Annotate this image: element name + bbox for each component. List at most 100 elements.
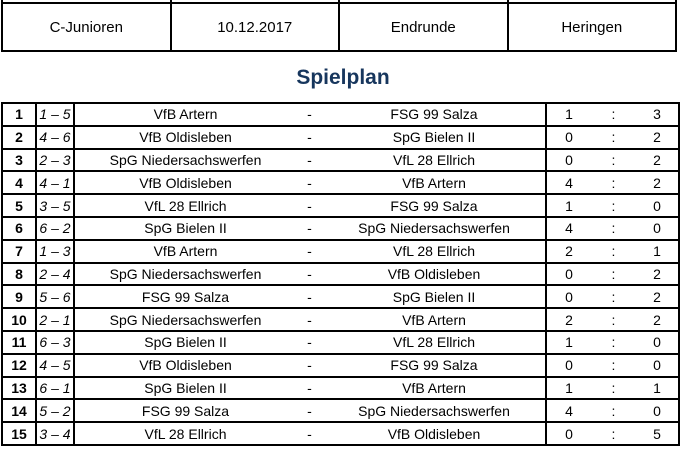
away-score-cell: 2 xyxy=(636,170,680,196)
pairing-cell: 3 – 5 xyxy=(36,193,75,218)
match-number-cell: 13 xyxy=(1,375,37,401)
match-number-cell: 9 xyxy=(1,284,37,310)
score-colon-cell: : xyxy=(591,193,636,218)
score-colon-cell: : xyxy=(591,261,636,287)
page-title: Spielplan xyxy=(296,66,390,89)
match-number-cell: 5 xyxy=(1,193,37,218)
away-score-cell: 1 xyxy=(636,375,680,401)
home-score-cell: 0 xyxy=(546,284,591,310)
score-colon-cell: : xyxy=(591,329,636,355)
team-separator-cell: - xyxy=(296,284,323,310)
away-score-cell: 2 xyxy=(636,147,680,173)
age-group-cell: C-Junioren xyxy=(1,2,172,52)
cropped-cell xyxy=(169,0,340,4)
match-row: 13 6 – 1 SpG Bielen II - VfB Artern 1 : … xyxy=(1,375,680,401)
away-team-cell: VfB Artern xyxy=(323,375,547,401)
home-score-cell: 1 xyxy=(546,329,591,355)
home-score-cell: 0 xyxy=(546,147,591,173)
home-team-cell: VfB Oldisleben xyxy=(74,124,296,150)
team-separator-cell: - xyxy=(296,238,323,264)
away-team-cell: SpG Niedersachswerfen xyxy=(323,215,547,241)
score-colon-cell: : xyxy=(591,307,636,332)
match-row: 6 6 – 2 SpG Bielen II - SpG Niedersachsw… xyxy=(1,215,680,241)
away-team-cell: SpG Bielen II xyxy=(323,284,547,310)
match-row: 1 1 – 5 VfB Artern - FSG 99 Salza 1 : 3 xyxy=(1,102,680,127)
away-team-cell: VfL 28 Ellrich xyxy=(323,238,547,264)
match-number-cell: 2 xyxy=(1,124,37,150)
match-row: 12 4 – 5 VfB Oldisleben - FSG 99 Salza 0… xyxy=(1,352,680,378)
home-score-cell: 0 xyxy=(546,261,591,287)
cropped-row-fragment xyxy=(1,0,677,4)
score-colon-cell: : xyxy=(591,375,636,401)
pairing-cell: 6 – 2 xyxy=(36,215,75,241)
home-team-cell: SpG Niedersachswerfen xyxy=(74,261,296,287)
match-number-cell: 1 xyxy=(1,102,37,127)
away-score-cell: 0 xyxy=(636,329,680,355)
match-number-cell: 14 xyxy=(1,398,37,424)
away-score-cell: 0 xyxy=(636,398,680,424)
away-team-cell: VfB Artern xyxy=(323,307,547,332)
home-team-cell: SpG Niedersachswerfen xyxy=(74,147,296,173)
match-number-cell: 8 xyxy=(1,261,37,287)
pairing-cell: 2 – 1 xyxy=(36,307,75,332)
team-separator-cell: - xyxy=(296,102,323,127)
home-score-cell: 2 xyxy=(546,238,591,264)
date-cell: 10.12.2017 xyxy=(169,2,340,52)
team-separator-cell: - xyxy=(296,375,323,401)
pairing-cell: 4 – 5 xyxy=(36,352,75,378)
match-row: 8 2 – 4 SpG Niedersachswerfen - VfB Oldi… xyxy=(1,261,680,287)
team-separator-cell: - xyxy=(296,124,323,150)
score-colon-cell: : xyxy=(591,147,636,173)
match-number-cell: 4 xyxy=(1,170,37,196)
away-team-cell: FSG 99 Salza xyxy=(323,193,547,218)
pairing-cell: 4 – 6 xyxy=(36,124,75,150)
away-score-cell: 0 xyxy=(636,193,680,218)
match-number-cell: 7 xyxy=(1,238,37,264)
score-colon-cell: : xyxy=(591,170,636,196)
away-score-cell: 2 xyxy=(636,307,680,332)
home-team-cell: VfL 28 Ellrich xyxy=(74,421,296,446)
match-row: 11 6 – 3 SpG Bielen II - VfL 28 Ellrich … xyxy=(1,329,680,355)
round-cell: Endrunde xyxy=(338,2,509,52)
away-team-cell: VfB Oldisleben xyxy=(323,261,547,287)
pairing-cell: 2 – 3 xyxy=(36,147,75,173)
away-team-cell: FSG 99 Salza xyxy=(323,352,547,378)
match-number-cell: 12 xyxy=(1,352,37,378)
away-team-cell: SpG Bielen II xyxy=(323,124,547,150)
pairing-cell: 1 – 3 xyxy=(36,238,75,264)
location-cell: Heringen xyxy=(506,2,677,52)
home-score-cell: 4 xyxy=(546,398,591,424)
match-row: 15 3 – 4 VfL 28 Ellrich - VfB Oldisleben… xyxy=(1,421,680,446)
away-team-cell: FSG 99 Salza xyxy=(323,102,547,127)
score-colon-cell: : xyxy=(591,102,636,127)
home-team-cell: SpG Niedersachswerfen xyxy=(74,307,296,332)
match-row: 2 4 – 6 VfB Oldisleben - SpG Bielen II 0… xyxy=(1,124,680,150)
away-score-cell: 2 xyxy=(636,261,680,287)
match-number-cell: 3 xyxy=(1,147,37,173)
team-separator-cell: - xyxy=(296,398,323,424)
home-team-cell: SpG Bielen II xyxy=(74,215,296,241)
team-separator-cell: - xyxy=(296,215,323,241)
team-separator-cell: - xyxy=(296,193,323,218)
home-score-cell: 0 xyxy=(546,124,591,150)
pairing-cell: 3 – 4 xyxy=(36,421,75,446)
away-score-cell: 1 xyxy=(636,238,680,264)
team-separator-cell: - xyxy=(296,329,323,355)
away-team-cell: VfL 28 Ellrich xyxy=(323,329,547,355)
home-team-cell: VfB Oldisleben xyxy=(74,170,296,196)
match-row: 14 5 – 2 FSG 99 Salza - SpG Niedersachsw… xyxy=(1,398,680,424)
away-score-cell: 3 xyxy=(636,102,680,127)
pairing-cell: 4 – 1 xyxy=(36,170,75,196)
pairing-cell: 5 – 2 xyxy=(36,398,75,424)
home-score-cell: 2 xyxy=(546,307,591,332)
score-colon-cell: : xyxy=(591,284,636,310)
pairing-cell: 5 – 6 xyxy=(36,284,75,310)
team-separator-cell: - xyxy=(296,261,323,287)
home-score-cell: 1 xyxy=(546,375,591,401)
home-score-cell: 1 xyxy=(546,102,591,127)
match-row: 4 4 – 1 VfB Oldisleben - VfB Artern 4 : … xyxy=(1,170,680,196)
home-team-cell: SpG Bielen II xyxy=(74,329,296,355)
away-score-cell: 2 xyxy=(636,284,680,310)
score-colon-cell: : xyxy=(591,421,636,446)
